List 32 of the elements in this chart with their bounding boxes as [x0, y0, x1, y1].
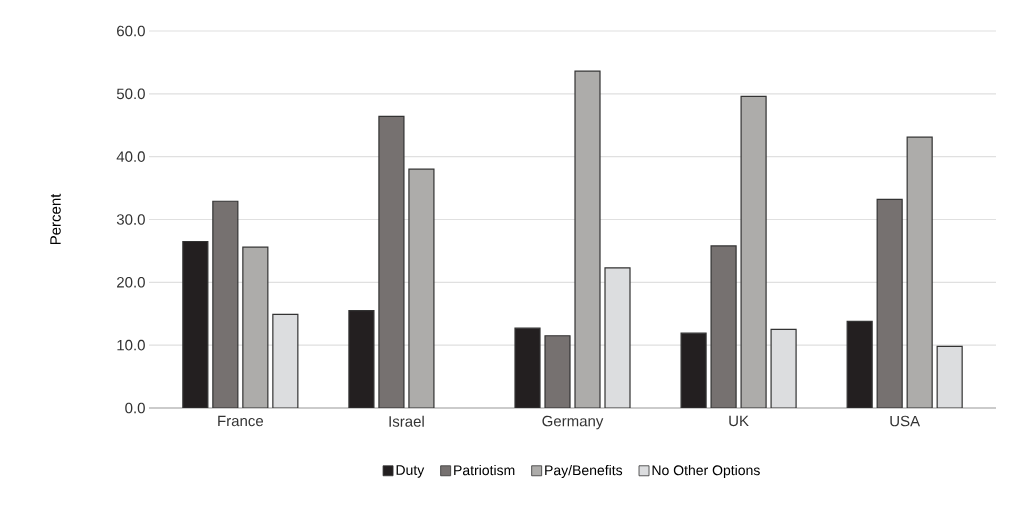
y-tick-label: 10.0 — [117, 339, 145, 351]
bar — [212, 200, 239, 408]
legend-label: Duty — [396, 465, 425, 478]
y-tick-label: 20.0 — [117, 277, 145, 288]
bar — [680, 332, 707, 408]
bar — [906, 136, 933, 408]
bar — [544, 335, 571, 408]
y-tick-label: 60.0 — [117, 25, 145, 37]
x-tick-label: France — [218, 415, 264, 427]
y-tick-label: 30.0 — [116, 214, 145, 225]
bar — [740, 95, 767, 408]
x-tick-label: Germany — [542, 415, 604, 430]
bar — [574, 70, 601, 408]
bar — [408, 168, 435, 408]
y-tick-label: 0.0 — [125, 402, 145, 414]
legend-label: Patriotism — [454, 464, 515, 476]
x-tick-label: UK — [729, 415, 749, 427]
bar — [514, 327, 541, 408]
bar — [378, 115, 405, 408]
bar — [876, 198, 903, 408]
bar — [348, 309, 375, 408]
y-axis-title: Percent — [50, 193, 61, 245]
bar — [710, 245, 737, 408]
legend-label: No Other Options — [652, 464, 760, 478]
x-tick-label: Israel — [389, 415, 424, 427]
y-tick-label: 40.0 — [116, 151, 145, 162]
bar — [242, 246, 269, 408]
y-tick-label: 50.0 — [116, 88, 145, 100]
bar — [846, 320, 873, 408]
bar — [182, 240, 209, 408]
x-tick-label: USA — [890, 415, 921, 427]
legend-label: Pay/Benefits — [545, 464, 623, 478]
